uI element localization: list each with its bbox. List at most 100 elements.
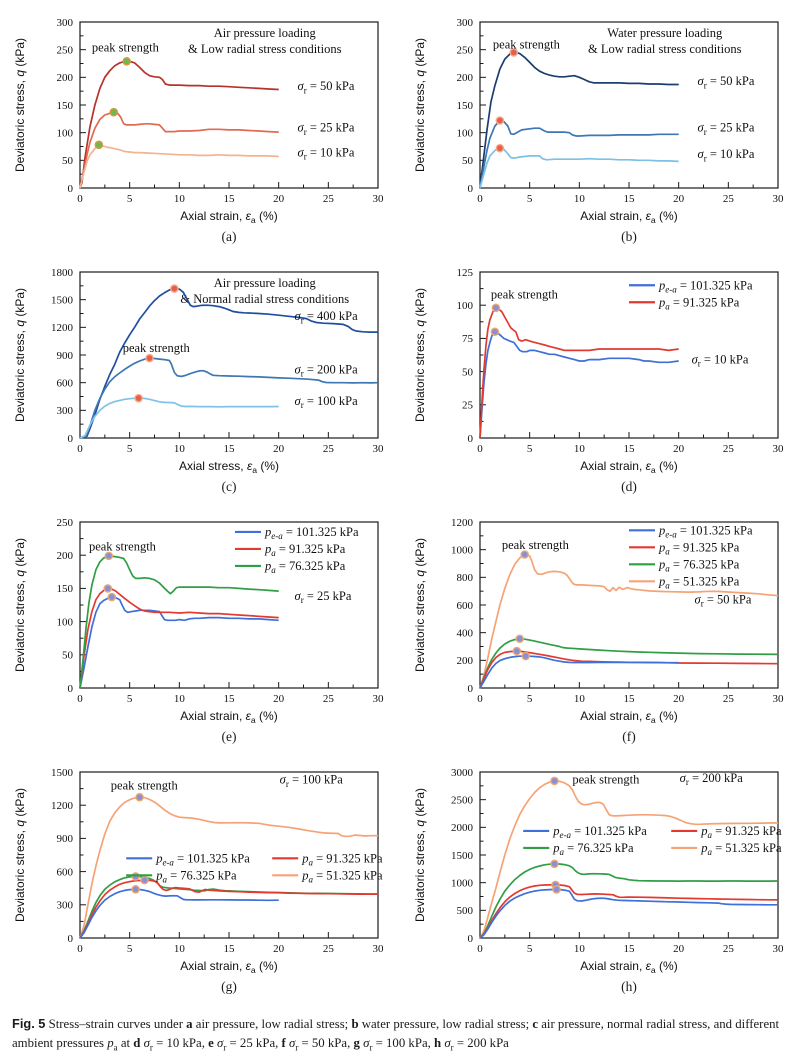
peak-marker xyxy=(122,56,131,66)
sigma-label: σr = 200 kPa xyxy=(680,771,744,787)
x-tick-label: 20 xyxy=(273,193,285,205)
peak-markers xyxy=(495,48,519,153)
legend-label: pa = 91.325 kPa xyxy=(658,540,740,556)
peak-marker xyxy=(135,792,144,802)
x-tick-label: 5 xyxy=(127,943,133,955)
panel-a: 0 5 10 15 20 25 30 0 50 100 150 200 250 300 Axial stra… xyxy=(0,6,400,256)
svg-text:& Low radial stress conditions: & Low radial stress conditions xyxy=(188,42,342,56)
series-line xyxy=(479,307,679,439)
y-axis: 0 50 100 150 200 250 300 xyxy=(457,17,486,195)
y-tick-label: 75 xyxy=(462,333,474,345)
x-tick-label: 0 xyxy=(477,693,483,705)
x-tick-label: 5 xyxy=(127,693,133,705)
y-tick-label: 0 xyxy=(68,183,74,195)
y-axis-title: Deviatoric stress, q (kPa) xyxy=(13,538,27,672)
series xyxy=(479,307,679,439)
series-line xyxy=(79,587,279,689)
x-tick-label: 0 xyxy=(477,193,483,205)
x-tick-label: 5 xyxy=(527,943,533,955)
series-line xyxy=(79,875,378,939)
x-tick-label: 20 xyxy=(673,693,685,705)
series xyxy=(479,780,779,939)
x-axis-title: Axial strain, εa (%) xyxy=(580,709,677,725)
series-line xyxy=(479,119,679,189)
svg-text:Water pressure loading: Water pressure loading xyxy=(607,26,723,40)
x-tick-label: 15 xyxy=(224,693,236,705)
y-tick-label: 900 xyxy=(57,350,74,362)
y-axis-title: Deviatoric stress, q (kPa) xyxy=(413,538,427,672)
sigma-label: σr = 50 kPa xyxy=(298,79,355,95)
sigma-label: σr = 25 kPa xyxy=(295,589,352,605)
x-tick-label: 25 xyxy=(723,443,735,455)
svg-text:& Normal radial stress conditi: & Normal radial stress conditions xyxy=(180,292,349,306)
panel-label-h: (h) xyxy=(621,979,637,994)
annotation-peak-strength: peak strength xyxy=(92,40,160,54)
x-tick-label: 10 xyxy=(174,443,186,455)
x-tick-label: 0 xyxy=(477,943,483,955)
y-tick-label: 1000 xyxy=(451,544,474,556)
sigma-label: σr = 100 kPa xyxy=(295,394,359,410)
y-tick-label: 250 xyxy=(57,517,74,529)
series-line xyxy=(79,397,279,439)
x-axis: 0 5 10 15 20 25 30 xyxy=(477,182,784,205)
peak-marker xyxy=(552,885,561,894)
sigma-label: σr = 50 kPa xyxy=(698,74,755,90)
x-axis-title: Axial stress, εa (%) xyxy=(179,459,279,475)
legend-label: pa = 51.325 kPa xyxy=(700,841,782,857)
series-line xyxy=(479,884,779,939)
y-tick-label: 50 xyxy=(62,650,74,662)
chart-f: 0 5 10 15 20 25 30 0 200 400 600 800 1000 1200 Axial s… xyxy=(400,506,800,726)
annotation-peak-strength: peak strength xyxy=(502,538,570,552)
series-line xyxy=(479,655,679,689)
y-tick-label: 50 xyxy=(62,155,74,167)
plot-frame xyxy=(479,771,779,939)
peak-marker xyxy=(131,885,140,894)
series-line xyxy=(79,143,279,189)
x-tick-label: 25 xyxy=(323,693,335,705)
x-axis-title: Axial strain, εa (%) xyxy=(580,959,677,975)
x-axis: 0 5 10 15 20 25 30 xyxy=(77,932,384,955)
legend-label: pa = 76.325 kPa xyxy=(264,559,346,575)
sigma-label: σr = 50 kPa xyxy=(695,592,752,608)
series-line xyxy=(79,60,279,189)
legend-label: pa = 91.325 kPa xyxy=(700,824,782,840)
x-tick-label: 30 xyxy=(773,193,785,205)
series-line xyxy=(479,553,779,689)
svg-text:& Low radial stress conditions: & Low radial stress conditions xyxy=(588,42,742,56)
legend-label: pe-a = 101.325 kPa xyxy=(264,525,359,541)
peak-marker xyxy=(145,353,154,363)
series-line xyxy=(79,111,279,189)
y-axis: 0 200 400 600 800 1000 1200 xyxy=(451,517,486,695)
peak-marker xyxy=(512,646,522,656)
x-tick-label: 15 xyxy=(624,193,636,205)
annotation-peak-strength: peak strength xyxy=(493,38,561,52)
figure-caption: Fig. 5 Stress–strain curves under a air … xyxy=(12,1016,780,1053)
panel-h: 0 5 10 15 20 25 30 0 500 1000 1500 2000 2500 3000 Axia… xyxy=(400,756,800,1006)
x-tick-label: 20 xyxy=(273,443,285,455)
y-tick-label: 50 xyxy=(462,366,474,378)
x-tick-label: 10 xyxy=(174,943,186,955)
x-tick-label: 25 xyxy=(323,943,335,955)
panel-label-e: (e) xyxy=(221,729,237,744)
x-tick-label: 10 xyxy=(574,693,586,705)
peak-marker xyxy=(509,48,519,57)
x-tick-label: 5 xyxy=(127,193,133,205)
x-tick-label: 10 xyxy=(574,193,586,205)
chart-title: Air pressure loading & Normal radial stre… xyxy=(180,276,349,306)
chart-svg-h: 0 5 10 15 20 25 30 0 500 1000 1500 2000 2500 3000 Axia… xyxy=(413,767,784,975)
peak-marker xyxy=(490,327,500,337)
series-line xyxy=(79,796,379,939)
annotation-peak-strength: peak strength xyxy=(123,341,191,355)
x-tick-label: 10 xyxy=(174,193,186,205)
y-tick-label: 150 xyxy=(457,100,474,112)
x-axis: 0 5 10 15 20 25 30 xyxy=(77,182,384,205)
y-axis: 0 50 100 150 200 250 xyxy=(57,517,86,695)
panel-g: 0 5 10 15 20 25 30 0 300 600 900 1200 1500 Axial stra… xyxy=(0,756,400,1006)
series xyxy=(79,555,279,689)
y-tick-label: 0 xyxy=(468,933,474,945)
x-axis: 0 5 10 15 20 25 30 xyxy=(477,932,784,955)
